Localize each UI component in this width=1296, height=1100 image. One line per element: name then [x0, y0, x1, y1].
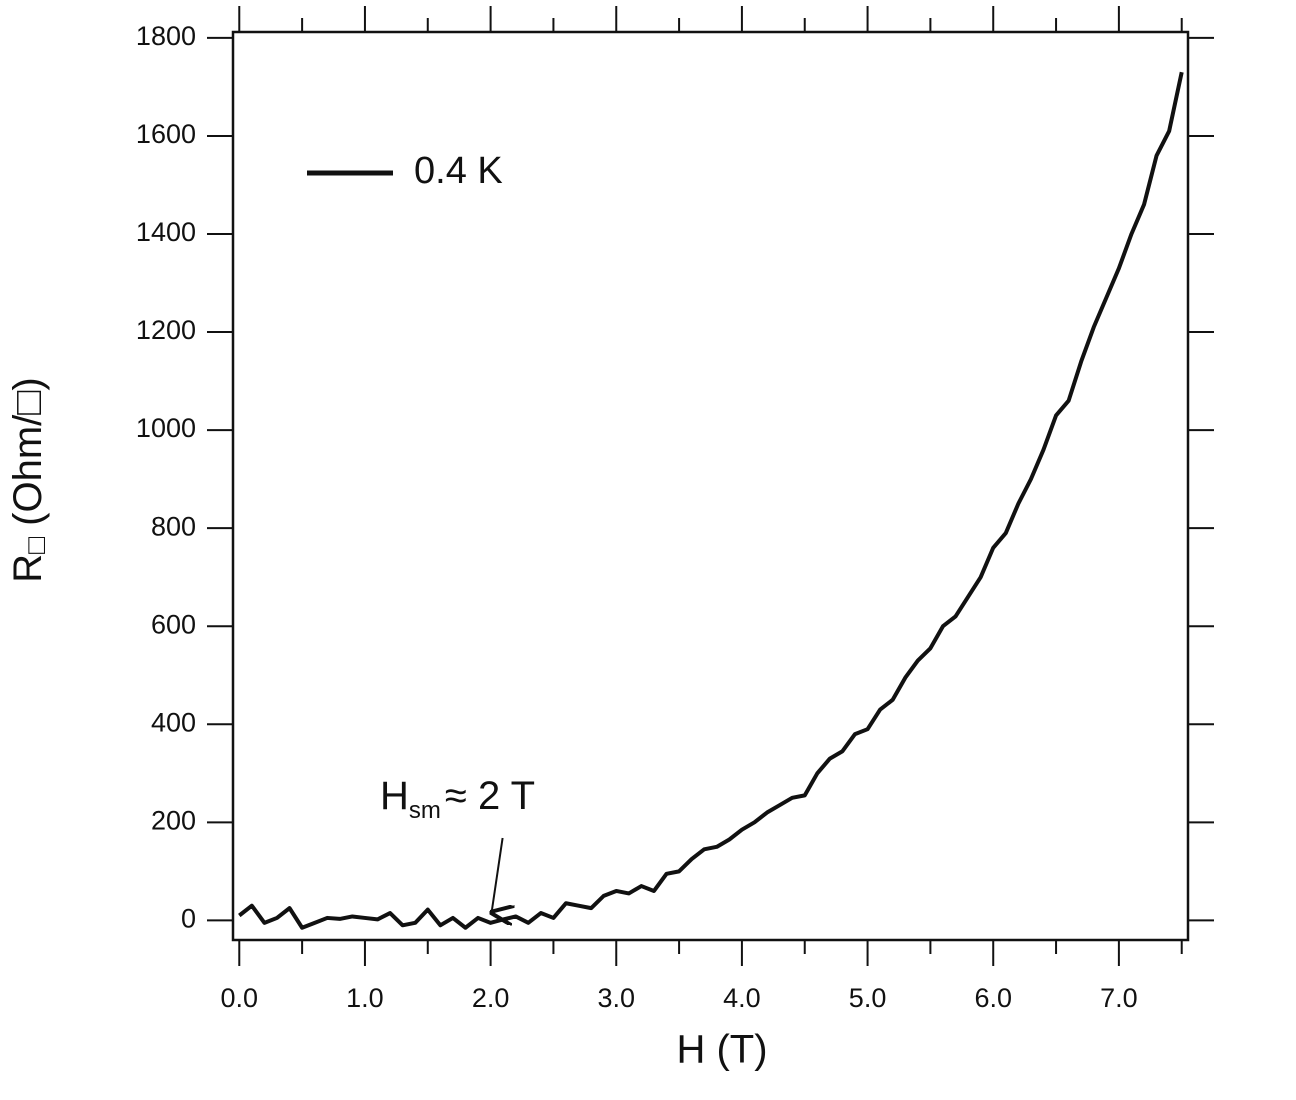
x-tick-label: 2.0: [472, 983, 510, 1013]
y-tick-label: 0: [181, 904, 196, 934]
y-tick-label: 200: [151, 805, 196, 835]
y-tick-label: 1200: [136, 315, 196, 345]
x-tick-label: 0.0: [221, 983, 259, 1013]
legend-label: 0.4 K: [414, 150, 503, 192]
y-tick-label: 1000: [136, 413, 196, 443]
y-tick-label: 400: [151, 707, 196, 737]
y-axis-label: R□ (Ohm/□): [6, 377, 52, 583]
x-tick-label: 6.0: [974, 983, 1012, 1013]
y-tick-label: 1400: [136, 217, 196, 247]
y-tick-label: 1600: [136, 119, 196, 149]
y-tick-label: 800: [151, 511, 196, 541]
x-tick-label: 4.0: [723, 983, 761, 1013]
x-axis-label: H (T): [676, 1028, 767, 1072]
annotation-main: H: [380, 774, 409, 818]
annotation: Hsm ≈ 2 T: [380, 774, 535, 825]
data-line: [238, 71, 1184, 930]
x-tick-label: 1.0: [346, 983, 384, 1013]
annotation-sub: sm: [409, 797, 441, 824]
y-tick-label: 600: [151, 609, 196, 639]
annotation-arrow: [492, 837, 503, 912]
plot-frame: [231, 30, 1190, 942]
x-tick-label: 3.0: [597, 983, 635, 1013]
x-tick-label: 7.0: [1100, 983, 1138, 1013]
y-tick-label: 1800: [136, 21, 196, 51]
annotation-rest: ≈ 2 T: [445, 774, 535, 818]
x-tick-label: 5.0: [849, 983, 887, 1013]
